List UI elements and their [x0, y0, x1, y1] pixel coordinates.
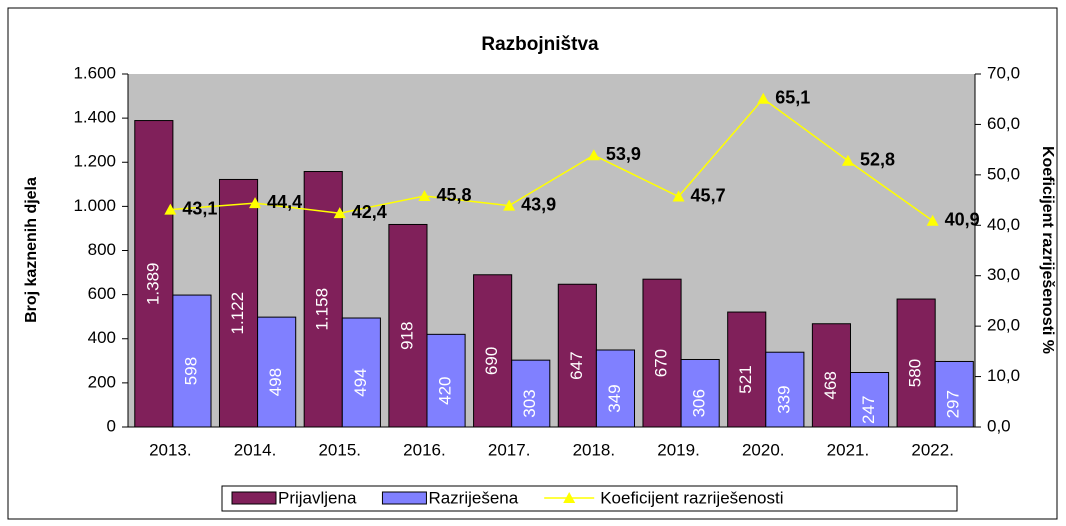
bar-value-label: 468: [821, 371, 840, 399]
y-tick-label: 1.000: [73, 196, 116, 215]
x-tick-label: 2015.: [318, 440, 361, 459]
y-axis-label: Broj kaznenih djela: [23, 177, 40, 323]
bar-value-label: 647: [567, 351, 586, 379]
bar: [172, 294, 212, 428]
y-tick-label: 800: [88, 240, 116, 259]
bar: [134, 120, 174, 428]
x-tick-label: 2021.: [827, 440, 870, 459]
bar: [303, 171, 343, 428]
y2-tick-label: 30,0: [987, 265, 1020, 284]
bar-value-label: 420: [436, 376, 455, 404]
bar: [426, 333, 466, 428]
line-marker: [926, 214, 939, 226]
line-value-label: 44,4: [267, 192, 302, 212]
line-marker: [757, 92, 770, 104]
y-tick-label: 1.600: [73, 63, 116, 82]
x-tick-label: 2022.: [911, 440, 954, 459]
x-tick-label: 2019.: [657, 440, 700, 459]
bar-value-label: 580: [906, 359, 925, 387]
bar: [642, 278, 682, 428]
bar-value-label: 349: [605, 384, 624, 412]
line-marker: [587, 149, 600, 161]
y-tick-label: 600: [88, 284, 116, 303]
y2-tick-label: 50,0: [987, 164, 1020, 183]
line-value-label: 45,7: [691, 185, 726, 205]
x-tick-label: 2018.: [573, 440, 616, 459]
x-tick-label: 2013.: [149, 440, 192, 459]
y2-tick-label: 60,0: [987, 114, 1020, 133]
bar-value-label: 1.122: [228, 292, 247, 335]
legend-swatch: [381, 491, 427, 505]
line-marker: [333, 207, 346, 219]
bar-value-label: 303: [520, 389, 539, 417]
bar: [473, 274, 513, 428]
y-tick-label: 0: [107, 416, 116, 435]
y-tick-label: 1.200: [73, 152, 116, 171]
legend-swatch: [231, 491, 277, 505]
y-tick-label: 1.400: [73, 108, 116, 127]
bar-value-label: 1.389: [143, 263, 162, 306]
bar: [557, 283, 597, 428]
line-marker: [841, 154, 854, 166]
bar-value-label: 690: [482, 347, 501, 375]
legend-label: Prijavljena: [278, 488, 357, 507]
bar-value-label: 498: [266, 368, 285, 396]
line-marker: [164, 203, 177, 215]
bar-value-label: 1.158: [313, 288, 332, 331]
bar: [388, 223, 428, 428]
line-marker: [672, 190, 685, 202]
bar-value-label: 297: [944, 390, 963, 418]
line-marker: [249, 197, 262, 209]
line-value-label: 53,9: [606, 144, 641, 164]
bar: [595, 349, 636, 428]
y-tick-label: 200: [88, 372, 116, 391]
y2-tick-label: 40,0: [987, 215, 1020, 234]
bar-value-label: 339: [774, 385, 793, 413]
line-value-label: 45,8: [436, 185, 471, 205]
line-value-label: 43,9: [521, 194, 556, 214]
y2-axis-label: Koeficijent razriješenosti %: [1039, 146, 1056, 354]
bar: [341, 317, 381, 428]
legend-swatch: [563, 492, 576, 503]
bar-value-label: 306: [690, 389, 709, 417]
chart-title: Razbojništva: [481, 34, 599, 55]
y2-tick-label: 10,0: [987, 366, 1020, 385]
bar-value-label: 247: [859, 396, 878, 424]
x-tick-label: 2014.: [234, 440, 277, 459]
y2-tick-label: 70,0: [987, 63, 1020, 82]
bar-value-label: 670: [652, 349, 671, 377]
y2-tick-label: 20,0: [987, 316, 1020, 335]
line-value-label: 52,8: [860, 149, 895, 169]
x-tick-label: 2020.: [742, 440, 785, 459]
line-marker: [418, 190, 431, 202]
x-tick-label: 2016.: [403, 440, 446, 459]
legend-label: Koeficijent razriješenosti: [600, 488, 783, 507]
bar-value-label: 918: [397, 322, 416, 350]
legend-label: Razriješena: [428, 488, 518, 507]
bar: [511, 359, 551, 428]
line-value-label: 65,1: [775, 87, 810, 107]
bar-value-label: 494: [351, 368, 370, 396]
bar-value-label: 598: [181, 357, 200, 385]
line-marker: [503, 199, 516, 211]
bar: [218, 178, 259, 428]
bar: [680, 358, 720, 428]
line-value-label: 40,9: [945, 209, 980, 229]
line: [170, 97, 934, 222]
y2-tick-label: 0,0: [987, 416, 1011, 435]
line-value-label: 42,4: [352, 202, 387, 222]
bar: [849, 372, 890, 428]
line-value-label: 43,1: [182, 198, 217, 218]
y-tick-label: 400: [88, 328, 116, 347]
bar-value-label: 521: [736, 365, 755, 393]
x-tick-label: 2017.: [488, 440, 531, 459]
bar: [765, 351, 805, 428]
